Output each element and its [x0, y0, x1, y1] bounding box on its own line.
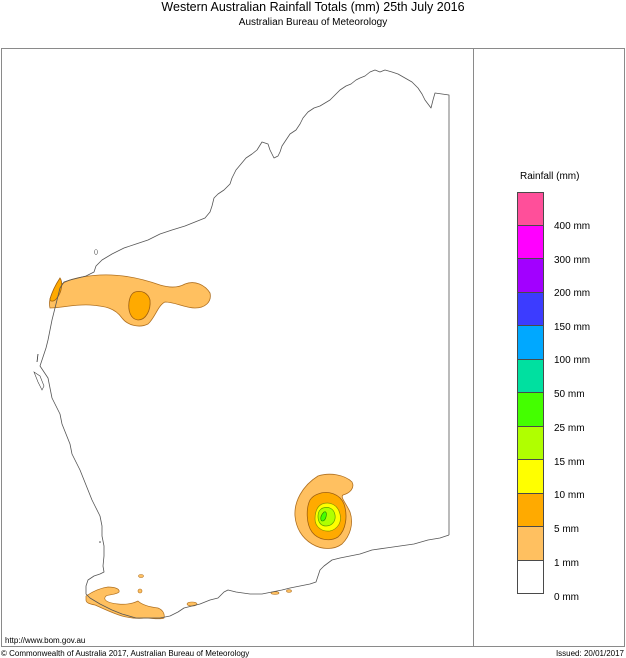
island — [36, 353, 39, 363]
map-frame — [1, 48, 625, 647]
legend-swatch-15 — [517, 426, 544, 460]
legend-swatch-0 — [517, 560, 544, 594]
rain-area-south-coast — [85, 574, 292, 620]
legend-label: 50 mm — [554, 389, 585, 400]
legend-divider — [473, 48, 474, 646]
legend-label: 100 mm — [554, 355, 591, 366]
island — [99, 541, 101, 543]
legend-swatch-200 — [517, 259, 544, 293]
legend-color-bar — [517, 192, 544, 594]
legend-swatch-100 — [517, 326, 544, 360]
legend-swatch-10 — [517, 460, 544, 494]
rain-area-southeast — [294, 473, 354, 549]
legend-swatch-5 — [517, 493, 544, 527]
legend-label: 25 mm — [554, 423, 585, 434]
legend-swatch-150 — [517, 292, 544, 326]
legend-swatch-300 — [517, 225, 544, 259]
island — [94, 249, 98, 255]
bom-url-link[interactable]: http://www.bom.gov.au — [5, 636, 86, 645]
copyright-notice: © Commonwealth of Australia 2017, Austra… — [1, 649, 250, 658]
legend-swatch-1 — [517, 527, 544, 561]
legend-label: 300 mm — [554, 255, 591, 266]
rain-area-northwest — [49, 274, 211, 327]
legend-title: Rainfall (mm) — [520, 171, 580, 182]
wa-coastline — [39, 69, 450, 619]
legend-label: 10 mm — [554, 490, 585, 501]
island — [33, 371, 45, 391]
legend-label: 0 mm — [554, 592, 579, 603]
map-title: Western Australian Rainfall Totals (mm) … — [161, 0, 465, 14]
legend-label: 1 mm — [554, 558, 579, 569]
legend-label: 5 mm — [554, 524, 579, 535]
legend-swatch-25 — [517, 393, 544, 427]
map-subtitle: Australian Bureau of Meteorology — [238, 17, 388, 28]
legend-label: 200 mm — [554, 288, 591, 299]
issued-date: Issued: 20/01/2017 — [555, 649, 624, 658]
legend-swatch-50 — [517, 359, 544, 393]
legend-label: 150 mm — [554, 322, 591, 333]
legend-label: 400 mm — [554, 221, 591, 232]
legend-label: 15 mm — [554, 457, 585, 468]
legend-swatch-400 — [517, 192, 544, 226]
